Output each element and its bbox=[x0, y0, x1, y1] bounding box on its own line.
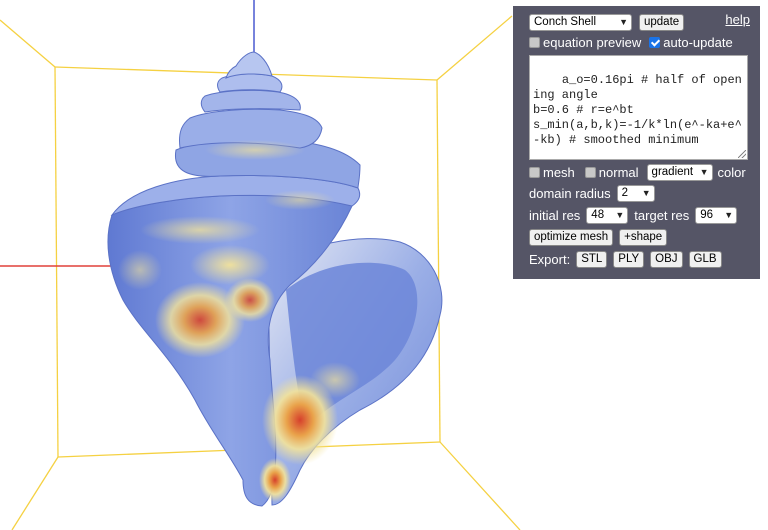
equation-preview-label: equation preview bbox=[543, 35, 642, 50]
heat-spot bbox=[190, 245, 270, 285]
export-ply-button[interactable]: PLY bbox=[613, 251, 645, 268]
heat-spot bbox=[310, 362, 360, 398]
shell-spire-apex bbox=[225, 51, 273, 79]
equation-preview-checkbox[interactable] bbox=[529, 37, 540, 48]
color-label: color bbox=[717, 164, 746, 180]
heat-spot bbox=[265, 190, 335, 210]
update-button[interactable]: update bbox=[639, 13, 685, 31]
shell-shoulder bbox=[110, 175, 361, 217]
heat-spot bbox=[205, 140, 305, 160]
conch-shell-mesh[interactable] bbox=[107, 51, 443, 507]
target-res-select[interactable]: 96 ▼ bbox=[695, 207, 738, 224]
export-obj-button[interactable]: OBJ bbox=[650, 251, 683, 268]
initial-res-label: initial res bbox=[529, 208, 581, 223]
chevron-down-icon: ▼ bbox=[724, 210, 734, 220]
preset-select[interactable]: Conch Shell ▼ bbox=[529, 13, 632, 31]
initial-res-select[interactable]: 48 ▼ bbox=[586, 207, 629, 224]
control-panel: Conch Shell ▼ update help equation previe… bbox=[513, 6, 760, 279]
auto-update-checkbox[interactable] bbox=[649, 37, 661, 48]
export-stl-button[interactable]: STL bbox=[576, 251, 608, 268]
optimize-mesh-button[interactable]: optimize mesh bbox=[529, 229, 614, 246]
domain-radius-select[interactable]: 2 ▼ bbox=[616, 185, 655, 202]
export-glb-button[interactable]: GLB bbox=[688, 251, 722, 268]
chevron-down-icon: ▼ bbox=[699, 166, 709, 177]
chevron-down-icon: ▼ bbox=[615, 210, 625, 220]
shell-spire-whorl-3 bbox=[200, 89, 301, 113]
heat-spot bbox=[225, 278, 275, 322]
chevron-down-icon: ▼ bbox=[641, 188, 651, 198]
chevron-down-icon: ▼ bbox=[619, 16, 628, 27]
shell-spire-whorl-2 bbox=[179, 108, 323, 149]
help-link[interactable]: help bbox=[725, 11, 750, 27]
target-res-label: target res bbox=[634, 208, 690, 223]
heat-spot bbox=[140, 216, 260, 244]
heat-spot bbox=[155, 282, 245, 358]
heat-spot bbox=[118, 250, 162, 290]
normal-checkbox[interactable] bbox=[584, 166, 596, 178]
mesh-checkbox[interactable] bbox=[529, 166, 540, 178]
normal-label: normal bbox=[598, 164, 639, 180]
color-mode-select[interactable]: gradient ▼ bbox=[646, 163, 713, 181]
domain-radius-label: domain radius bbox=[529, 186, 611, 201]
export-label: Export: bbox=[529, 252, 571, 267]
equation-code-text: a_o=0.16pi # half of opening angle b=0.6… bbox=[533, 73, 742, 147]
mesh-label: mesh bbox=[543, 164, 575, 180]
heat-spot bbox=[259, 458, 291, 502]
auto-update-label: auto-update bbox=[663, 35, 733, 50]
equation-editor[interactable]: a_o=0.16pi # half of opening angle b=0.6… bbox=[529, 55, 748, 160]
resize-grip-icon[interactable] bbox=[738, 150, 746, 158]
add-shape-button[interactable]: +shape bbox=[619, 229, 668, 246]
heat-spot bbox=[262, 375, 338, 465]
